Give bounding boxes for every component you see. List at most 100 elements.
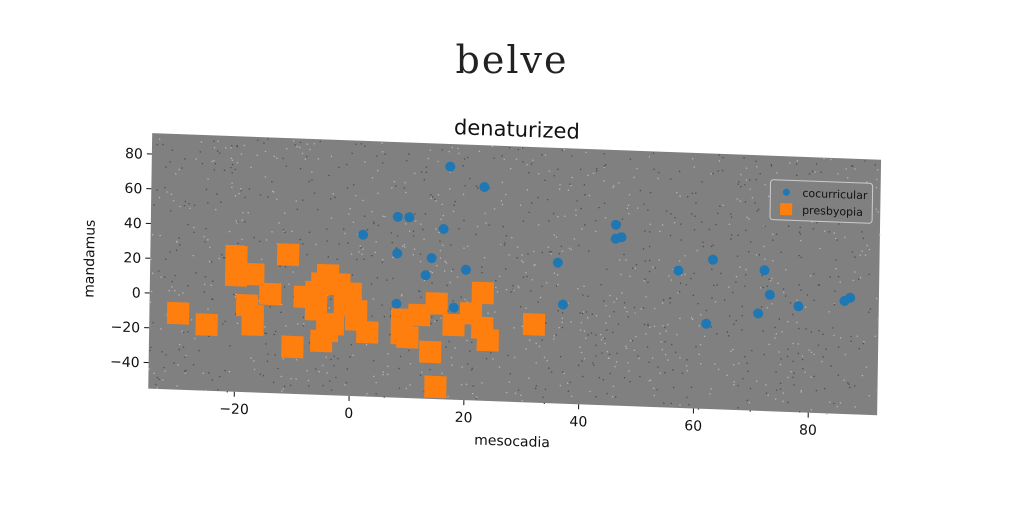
- noise-speck: [406, 160, 408, 162]
- presbyopia-point: [281, 335, 304, 359]
- noise-speck: [472, 385, 474, 387]
- noise-speck: [516, 256, 518, 259]
- noise-speck: [231, 186, 233, 189]
- noise-speck: [545, 282, 548, 284]
- noise-speck: [325, 356, 328, 358]
- noise-speck: [432, 196, 434, 198]
- noise-speck: [295, 200, 297, 202]
- noise-speck: [645, 296, 647, 298]
- noise-speck: [701, 181, 703, 183]
- noise-speck: [283, 385, 286, 387]
- noise-speck: [710, 326, 713, 328]
- noise-speck: [217, 389, 219, 391]
- noise-speck: [691, 213, 693, 215]
- noise-speck: [750, 241, 752, 243]
- noise-speck: [390, 232, 393, 234]
- noise-speck: [815, 163, 818, 165]
- noise-speck: [516, 246, 519, 248]
- noise-speck: [513, 327, 515, 329]
- noise-speck: [179, 244, 181, 246]
- noise-speck: [504, 268, 507, 270]
- noise-speck: [213, 169, 216, 171]
- noise-speck: [745, 268, 747, 271]
- x-axis-label: mesocadia: [474, 432, 550, 451]
- noise-speck: [248, 188, 251, 190]
- noise-speck: [705, 309, 708, 312]
- presbyopia-point: [396, 325, 419, 349]
- noise-speck: [857, 278, 860, 280]
- noise-speck: [648, 270, 651, 273]
- noise-speck: [302, 325, 305, 327]
- noise-speck: [466, 245, 469, 247]
- noise-speck: [179, 205, 181, 208]
- noise-speck: [587, 295, 589, 297]
- noise-speck: [215, 208, 217, 211]
- noise-speck: [557, 284, 559, 286]
- noise-speck: [579, 168, 582, 171]
- noise-speck: [799, 411, 801, 413]
- noise-speck: [673, 221, 676, 224]
- noise-speck: [242, 212, 244, 214]
- noise-speck: [165, 166, 167, 168]
- noise-speck: [740, 185, 742, 188]
- noise-speck: [711, 297, 713, 299]
- noise-speck: [334, 196, 336, 199]
- noise-speck: [170, 193, 173, 195]
- noise-speck: [224, 147, 227, 149]
- noise-speck: [852, 165, 854, 168]
- noise-speck: [231, 182, 233, 184]
- noise-speck: [708, 228, 710, 231]
- noise-speck: [174, 274, 176, 277]
- noise-speck: [598, 376, 601, 379]
- noise-speck: [209, 246, 211, 248]
- noise-speck: [570, 321, 572, 323]
- noise-speck: [188, 203, 190, 205]
- noise-speck: [500, 243, 502, 245]
- noise-speck: [419, 260, 422, 263]
- noise-speck: [868, 311, 870, 313]
- noise-speck: [231, 163, 234, 166]
- noise-speck: [839, 337, 842, 339]
- noise-speck: [858, 347, 860, 350]
- noise-speck: [466, 339, 468, 342]
- noise-speck: [739, 200, 741, 202]
- noise-speck: [153, 204, 155, 206]
- noise-speck: [295, 359, 298, 361]
- noise-speck: [755, 254, 758, 256]
- noise-speck: [409, 384, 411, 386]
- cocurricular-point: [616, 232, 627, 243]
- cocurricular-point: [445, 161, 456, 172]
- noise-speck: [538, 172, 540, 175]
- noise-speck: [701, 221, 703, 223]
- noise-speck: [264, 150, 267, 153]
- noise-speck: [562, 371, 564, 373]
- noise-speck: [575, 214, 577, 216]
- noise-speck: [239, 188, 242, 190]
- noise-speck: [296, 208, 298, 211]
- noise-speck: [370, 283, 373, 285]
- noise-speck: [649, 326, 651, 328]
- noise-speck: [670, 402, 672, 405]
- x-tick-label: 0: [344, 406, 353, 422]
- cocurricular-point: [391, 298, 402, 309]
- noise-speck: [449, 281, 451, 284]
- noise-speck: [558, 326, 560, 329]
- noise-speck: [533, 264, 535, 267]
- legend-marker-cocurricular: [782, 188, 790, 196]
- noise-speck: [413, 235, 415, 237]
- noise-speck: [733, 364, 735, 366]
- noise-speck: [670, 213, 672, 215]
- noise-speck: [863, 341, 865, 343]
- cocurricular-point: [707, 254, 718, 265]
- noise-speck: [439, 240, 441, 242]
- noise-speck: [810, 351, 813, 354]
- cocurricular-point: [552, 257, 563, 268]
- noise-speck: [362, 199, 364, 202]
- noise-speck: [477, 187, 479, 189]
- noise-speck: [802, 368, 804, 370]
- noise-speck: [471, 341, 473, 344]
- noise-speck: [376, 170, 379, 172]
- noise-speck: [557, 216, 559, 218]
- noise-speck: [658, 259, 660, 261]
- noise-speck: [508, 146, 511, 149]
